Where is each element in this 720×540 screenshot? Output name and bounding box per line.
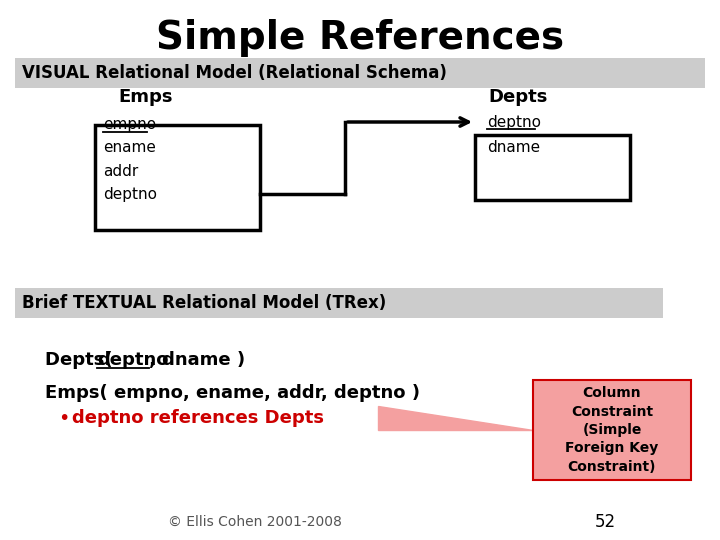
Text: dname: dname — [487, 139, 540, 154]
Text: deptno: deptno — [97, 351, 168, 369]
Text: Emps: Emps — [118, 88, 173, 106]
Text: •: • — [58, 408, 69, 428]
Text: deptno: deptno — [487, 114, 541, 130]
Text: Depts(: Depts( — [45, 351, 119, 369]
Text: ename: ename — [103, 140, 156, 156]
Text: Simple References: Simple References — [156, 19, 564, 57]
Text: empno: empno — [103, 118, 156, 132]
Text: deptno references Depts: deptno references Depts — [72, 409, 324, 427]
Bar — [475, 135, 630, 200]
Text: Depts: Depts — [488, 88, 547, 106]
Text: Emps( empno, ename, addr, deptno ): Emps( empno, ename, addr, deptno ) — [45, 384, 420, 402]
Text: deptno: deptno — [103, 186, 157, 201]
Bar — [95, 125, 260, 230]
Bar — [15, 288, 663, 318]
Text: Brief TEXTUAL Relational Model (TRex): Brief TEXTUAL Relational Model (TRex) — [22, 294, 386, 312]
Text: Column
Constraint
(Simple
Foreign Key
Constraint): Column Constraint (Simple Foreign Key Co… — [565, 386, 659, 474]
Text: © Ellis Cohen 2001-2008: © Ellis Cohen 2001-2008 — [168, 515, 342, 529]
Bar — [15, 58, 705, 88]
Polygon shape — [378, 406, 533, 430]
Bar — [533, 380, 691, 480]
Text: VISUAL Relational Model (Relational Schema): VISUAL Relational Model (Relational Sche… — [22, 64, 447, 82]
Text: , dname ): , dname ) — [149, 351, 245, 369]
Text: addr: addr — [103, 164, 138, 179]
Text: 52: 52 — [595, 513, 616, 531]
